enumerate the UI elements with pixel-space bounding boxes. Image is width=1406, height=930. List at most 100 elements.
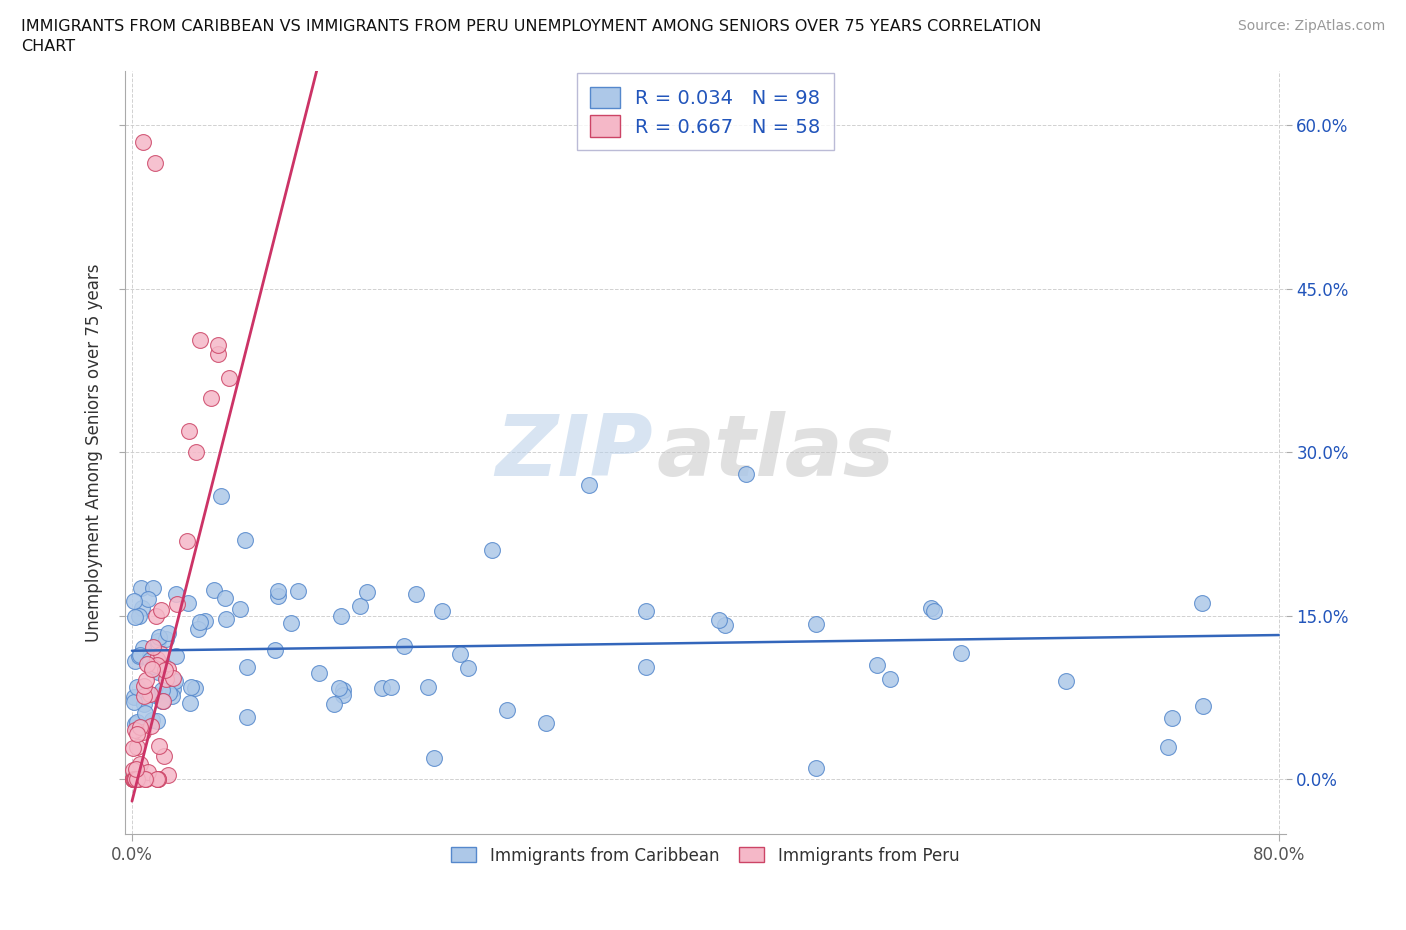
- Point: [1191, 595, 1213, 610]
- Point: [356, 584, 378, 599]
- Point: [143, 156, 166, 171]
- Point: [135, 686, 157, 701]
- Point: [949, 645, 972, 660]
- Text: Source: ZipAtlas.com: Source: ZipAtlas.com: [1237, 19, 1385, 33]
- Point: [267, 589, 290, 604]
- Point: [138, 686, 160, 701]
- Point: [380, 680, 402, 695]
- Point: [186, 445, 208, 459]
- Point: [1054, 673, 1077, 688]
- Point: [138, 592, 160, 607]
- Point: [165, 649, 187, 664]
- Point: [146, 772, 169, 787]
- Point: [134, 697, 156, 711]
- Point: [394, 639, 416, 654]
- Point: [236, 659, 259, 674]
- Point: [165, 586, 187, 601]
- Point: [122, 763, 145, 777]
- Point: [280, 616, 302, 631]
- Point: [150, 603, 173, 618]
- Point: [122, 593, 145, 608]
- Point: [124, 723, 146, 737]
- Point: [141, 713, 163, 728]
- Point: [156, 662, 179, 677]
- Point: [146, 713, 169, 728]
- Point: [132, 688, 155, 703]
- Point: [122, 772, 145, 787]
- Point: [139, 653, 162, 668]
- Point: [134, 706, 156, 721]
- Point: [865, 658, 887, 672]
- Point: [177, 596, 200, 611]
- Point: [184, 680, 207, 695]
- Point: [165, 673, 187, 688]
- Legend: Immigrants from Caribbean, Immigrants from Peru: Immigrants from Caribbean, Immigrants fr…: [444, 840, 966, 871]
- Point: [131, 725, 153, 740]
- Point: [134, 772, 156, 787]
- Point: [166, 596, 188, 611]
- Point: [188, 615, 211, 630]
- Point: [124, 772, 146, 787]
- Text: IMMIGRANTS FROM CARIBBEAN VS IMMIGRANTS FROM PERU UNEMPLOYMENT AMONG SENIORS OVE: IMMIGRANTS FROM CARIBBEAN VS IMMIGRANTS …: [21, 19, 1042, 33]
- Point: [122, 772, 145, 787]
- Point: [236, 710, 259, 724]
- Point: [322, 697, 344, 711]
- Point: [405, 587, 427, 602]
- Point: [125, 772, 148, 787]
- Point: [125, 772, 148, 787]
- Point: [128, 772, 150, 787]
- Point: [141, 640, 163, 655]
- Point: [214, 591, 236, 605]
- Point: [332, 688, 354, 703]
- Point: [924, 604, 946, 618]
- Point: [179, 423, 201, 438]
- Point: [146, 772, 169, 787]
- Point: [125, 762, 148, 777]
- Point: [148, 738, 170, 753]
- Point: [125, 679, 148, 694]
- Point: [155, 671, 177, 686]
- Point: [135, 772, 157, 787]
- Point: [124, 772, 146, 787]
- Point: [124, 716, 146, 731]
- Point: [1160, 711, 1182, 725]
- Point: [128, 608, 150, 623]
- Point: [156, 625, 179, 640]
- Text: atlas: atlas: [657, 411, 894, 494]
- Point: [188, 333, 211, 348]
- Point: [124, 654, 146, 669]
- Point: [200, 391, 222, 405]
- Point: [267, 583, 290, 598]
- Point: [416, 680, 439, 695]
- Point: [129, 647, 152, 662]
- Point: [150, 693, 173, 708]
- Point: [349, 598, 371, 613]
- Point: [176, 534, 198, 549]
- Point: [233, 532, 256, 547]
- Point: [132, 134, 155, 149]
- Point: [162, 682, 184, 697]
- Point: [162, 671, 184, 685]
- Point: [152, 694, 174, 709]
- Point: [332, 682, 354, 697]
- Point: [1192, 698, 1215, 713]
- Text: ZIP: ZIP: [495, 411, 654, 494]
- Point: [179, 696, 201, 711]
- Point: [264, 643, 287, 658]
- Point: [160, 688, 183, 703]
- Point: [457, 660, 479, 675]
- Point: [138, 648, 160, 663]
- Point: [142, 580, 165, 595]
- Point: [146, 772, 169, 787]
- Point: [157, 685, 180, 700]
- Point: [146, 633, 169, 648]
- Point: [193, 614, 215, 629]
- Point: [128, 756, 150, 771]
- Text: CHART: CHART: [21, 39, 75, 54]
- Point: [202, 583, 225, 598]
- Point: [534, 715, 557, 730]
- Point: [879, 671, 901, 686]
- Point: [449, 646, 471, 661]
- Point: [634, 604, 657, 618]
- Point: [142, 658, 165, 673]
